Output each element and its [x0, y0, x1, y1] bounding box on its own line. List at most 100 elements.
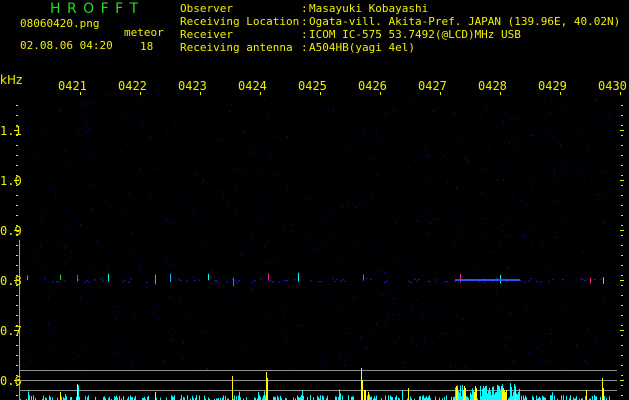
- histogram-bar: [295, 398, 296, 400]
- noise-pixel: [512, 328, 514, 330]
- histogram-bar: [425, 397, 426, 400]
- noise-pixel: [616, 113, 618, 115]
- noise-pixel: [94, 183, 96, 184]
- noise-pixel: [263, 221, 265, 223]
- noise-pixel: [111, 97, 113, 99]
- noise-pixel: [391, 294, 392, 296]
- noise-pixel: [28, 360, 30, 362]
- noise-pixel: [89, 102, 91, 104]
- noise-pixel: [34, 289, 36, 291]
- noise-pixel: [392, 314, 394, 316]
- noise-pixel: [262, 220, 264, 222]
- noise-pixel: [310, 200, 312, 201]
- noise-pixel: [428, 155, 430, 157]
- noise-pixel: [464, 367, 466, 369]
- noise-pixel: [159, 231, 161, 233]
- noise-pixel: [170, 365, 172, 367]
- noise-pixel: [531, 225, 533, 227]
- noise-pixel: [203, 181, 204, 183]
- histogram-bar: [216, 398, 217, 400]
- noise-pixel: [86, 240, 88, 242]
- noise-pixel: [231, 360, 233, 362]
- noise-pixel: [349, 205, 351, 207]
- noise-pixel: [184, 105, 186, 107]
- noise-pixel: [212, 346, 214, 348]
- noise-pixel: [135, 193, 137, 195]
- noise-pixel: [228, 206, 230, 207]
- histogram-bar: [223, 395, 224, 400]
- histogram-bar: [510, 383, 511, 400]
- noise-pixel: [462, 318, 464, 320]
- noise-pixel: [472, 122, 474, 124]
- noise-pixel: [509, 174, 511, 176]
- noise-pixel: [235, 188, 237, 190]
- noise-pixel: [529, 353, 531, 355]
- y-tick-label: 0.6: [0, 374, 22, 388]
- noise-pixel: [123, 303, 125, 305]
- noise-pixel: [241, 254, 243, 255]
- noise-pixel: [341, 206, 343, 208]
- noise-pixel: [578, 259, 580, 261]
- noise-pixel: [380, 294, 382, 296]
- y-minor-tick-right: [621, 175, 623, 176]
- x-tick-label: 0423: [178, 79, 207, 93]
- histogram-bar: [388, 395, 389, 400]
- noise-pixel: [567, 140, 569, 142]
- noise-pixel: [127, 113, 129, 115]
- y-minor-tick-right: [621, 315, 623, 316]
- histogram-bar-meteor: [504, 390, 505, 400]
- noise-pixel: [482, 349, 484, 351]
- y-major-tick-right: [620, 280, 624, 281]
- noise-pixel: [153, 305, 154, 307]
- y-minor-tick-right: [621, 205, 623, 206]
- noise-pixel: [508, 119, 510, 120]
- histogram-bar: [446, 395, 447, 400]
- noise-pixel: [241, 221, 243, 223]
- noise-pixel: [455, 210, 457, 212]
- histogram-bar: [353, 396, 354, 400]
- noise-pixel: [280, 263, 282, 265]
- noise-pixel: [266, 201, 268, 203]
- histogram-bar: [227, 398, 228, 400]
- noise-pixel: [173, 222, 175, 224]
- histogram-bar: [411, 398, 412, 400]
- noise-pixel: [509, 222, 511, 224]
- noise-pixel: [277, 354, 279, 356]
- noise-pixel: [252, 260, 254, 262]
- noise-pixel: [85, 102, 87, 104]
- noise-pixel: [366, 347, 368, 349]
- noise-pixel: [366, 281, 368, 283]
- noise-pixel: [611, 190, 612, 192]
- histogram-bar: [514, 384, 515, 400]
- noise-pixel: [549, 333, 551, 335]
- noise-pixel: [141, 101, 143, 103]
- noise-pixel: [256, 285, 258, 287]
- signal-pixel: [178, 279, 180, 281]
- noise-pixel: [308, 199, 309, 200]
- histogram-bar: [370, 396, 371, 400]
- noise-pixel: [166, 347, 168, 348]
- noise-pixel: [269, 262, 271, 264]
- histogram-bar: [557, 398, 558, 400]
- noise-pixel: [287, 245, 289, 247]
- noise-pixel: [281, 353, 283, 355]
- noise-pixel: [79, 129, 81, 131]
- histogram-bar: [286, 398, 287, 400]
- x-tick-label: 0425: [298, 79, 327, 93]
- noise-pixel: [398, 319, 400, 321]
- histogram-bar: [275, 396, 276, 400]
- noise-pixel: [128, 352, 130, 354]
- signal-pixel: [128, 281, 130, 283]
- signal-pixel: [64, 280, 66, 282]
- noise-pixel: [610, 319, 611, 320]
- noise-pixel: [69, 351, 71, 353]
- noise-pixel: [412, 308, 414, 309]
- noise-pixel: [79, 225, 81, 227]
- info-value: Ogata-vill. Akita-Pref. JAPAN (139.96E, …: [309, 15, 621, 28]
- signal-pixel: [584, 280, 586, 281]
- noise-pixel: [591, 334, 593, 336]
- noise-pixel: [540, 283, 542, 285]
- noise-pixel: [88, 156, 90, 158]
- noise-pixel: [194, 209, 196, 211]
- noise-pixel: [226, 292, 228, 294]
